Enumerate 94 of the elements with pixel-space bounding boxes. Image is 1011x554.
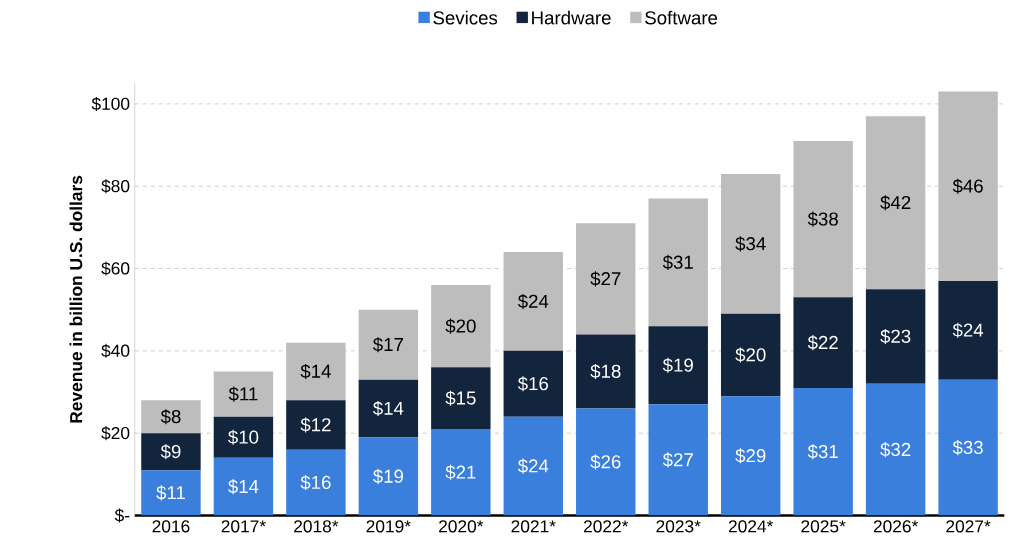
- y-tick-label: $60: [101, 261, 130, 276]
- bar: [938, 91, 998, 282]
- data-label: $14: [228, 479, 259, 495]
- y-tick-label: $20: [101, 426, 130, 441]
- bar: [576, 334, 636, 409]
- bar: [431, 429, 491, 516]
- x-tick-label: 2019*: [366, 520, 411, 533]
- y-tick-label: $100: [91, 97, 130, 112]
- bar: [793, 388, 853, 516]
- bar: [865, 116, 926, 290]
- bar: [648, 404, 708, 516]
- data-label: $11: [156, 485, 185, 501]
- data-label: $19: [372, 469, 404, 485]
- bar: [141, 470, 201, 516]
- y-axis-title: Revenue in billion U.S. dollars: [69, 176, 83, 423]
- data-label: $8: [160, 409, 181, 425]
- bar: [358, 437, 419, 516]
- legend-label: Software: [645, 11, 718, 25]
- data-label: $16: [300, 475, 331, 491]
- y-tick-label: $-: [114, 508, 130, 523]
- x-tick-label: 2020*: [439, 520, 484, 533]
- bar: [793, 141, 853, 298]
- x-tick-label: 2018*: [294, 520, 339, 533]
- bar: [938, 379, 998, 516]
- bar: [865, 384, 926, 516]
- data-label: $20: [445, 318, 476, 334]
- data-label: $14: [372, 401, 404, 417]
- data-label: $38: [807, 211, 838, 227]
- bar: [431, 285, 491, 368]
- bar: [286, 449, 346, 516]
- data-label: $19: [662, 357, 693, 374]
- data-label: $22: [807, 335, 838, 351]
- data-label: $24: [517, 458, 549, 474]
- x-tick-label: 2021*: [511, 520, 556, 533]
- x-tick-label: 2016: [152, 520, 190, 533]
- data-label: $42: [880, 195, 911, 211]
- bar: [431, 367, 491, 430]
- data-label: $29: [735, 448, 766, 464]
- data-label: $16: [517, 376, 549, 392]
- data-label: $18: [590, 364, 621, 380]
- data-label: $14: [300, 364, 331, 380]
- bar: [286, 400, 346, 450]
- y-tick-label: $80: [101, 179, 130, 194]
- x-tick-label: 2023*: [656, 520, 701, 533]
- bar: [141, 433, 201, 471]
- bar: [938, 281, 998, 380]
- x-tick-label: 2024*: [728, 520, 774, 533]
- bar: [865, 289, 926, 385]
- data-label: $27: [590, 271, 621, 287]
- bar: [720, 396, 781, 516]
- data-label: $46: [952, 178, 983, 195]
- bar: [576, 408, 636, 516]
- bar: [141, 400, 201, 434]
- data-label: $33: [952, 440, 983, 456]
- data-label: $24: [517, 294, 549, 310]
- bar: [358, 379, 419, 438]
- bar: [648, 198, 708, 327]
- data-label: $17: [372, 337, 403, 353]
- data-label: $21: [445, 464, 476, 481]
- data-label: $31: [662, 255, 693, 271]
- legend-label: Hardware: [532, 11, 611, 25]
- bar: [503, 351, 563, 417]
- data-label: $31: [807, 444, 838, 460]
- data-label: $26: [590, 454, 621, 470]
- bar: [286, 342, 346, 401]
- x-tick-label: 2017*: [221, 520, 266, 533]
- bar: [720, 174, 781, 315]
- bar: [576, 223, 636, 335]
- data-label: $20: [735, 347, 766, 363]
- bar: [793, 297, 853, 389]
- bar: [503, 416, 563, 516]
- data-label: $11: [228, 386, 258, 402]
- bar: [720, 314, 781, 397]
- data-label: $10: [228, 429, 259, 446]
- bar: [213, 458, 274, 516]
- bar: [503, 252, 563, 352]
- bar: [213, 416, 274, 459]
- x-tick-label: 2027*: [946, 520, 991, 533]
- data-label: $9: [160, 444, 181, 460]
- x-tick-label: 2026*: [873, 520, 919, 533]
- data-label: $32: [880, 442, 911, 458]
- data-label: $15: [445, 390, 476, 407]
- data-label: $24: [952, 322, 984, 339]
- bar: [358, 309, 419, 380]
- data-label: $34: [735, 236, 766, 252]
- data-label: $23: [880, 329, 911, 345]
- x-tick-label: 2025*: [801, 520, 846, 533]
- bar: [213, 371, 274, 417]
- data-label: $12: [300, 417, 331, 433]
- legend-label: Sevices: [433, 11, 498, 25]
- x-tick-label: 2022*: [583, 520, 629, 533]
- y-tick-label: $40: [101, 344, 130, 359]
- bar: [648, 326, 708, 405]
- data-label: $27: [662, 452, 693, 468]
